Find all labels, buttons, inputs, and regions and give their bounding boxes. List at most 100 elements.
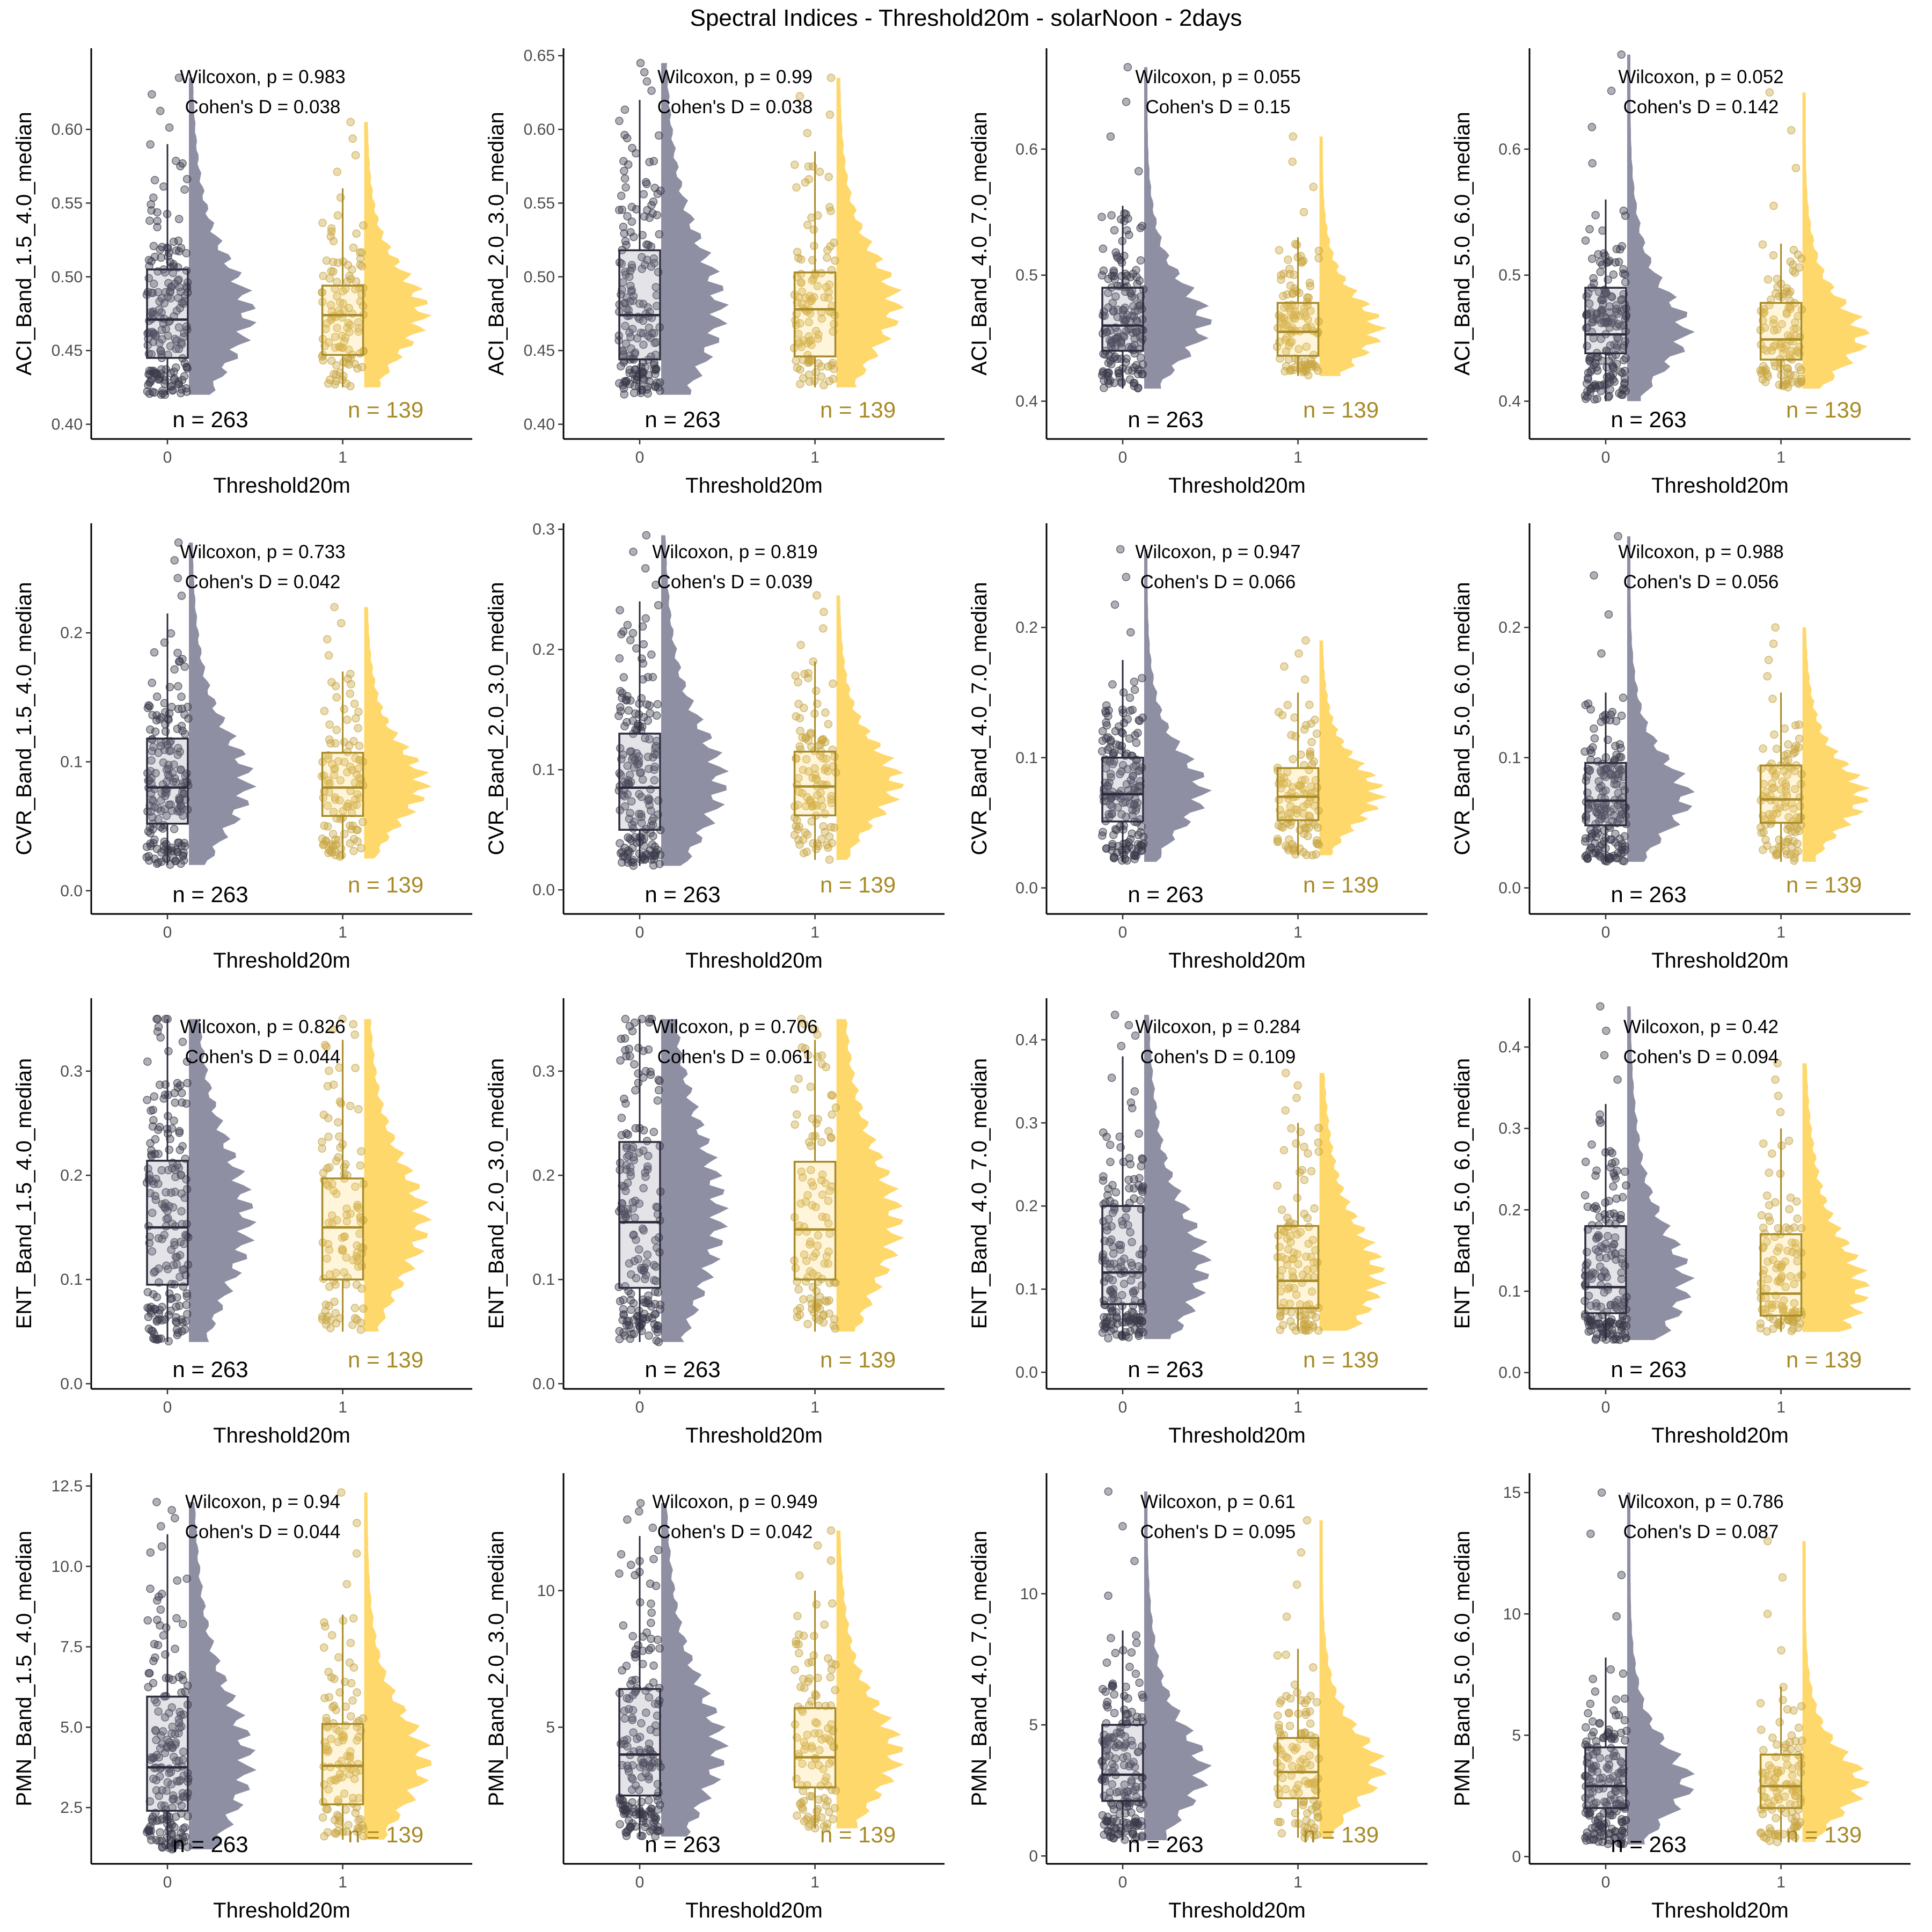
data-point [809,657,818,666]
outlier-point [177,591,186,600]
data-point [654,1805,662,1814]
data-point [647,1619,655,1627]
density-cloud [189,77,257,395]
data-point [1106,1140,1115,1150]
data-point [620,390,628,399]
x-tick-label: 1 [1293,924,1302,941]
data-point [171,1812,180,1821]
outlier-point [641,564,650,573]
outlier-point [1124,1021,1133,1030]
y-tick-label: 5.0 [60,1718,83,1736]
data-point [1612,360,1621,368]
data-point [1306,1692,1315,1700]
n-label-group-1: n = 139 [1786,872,1862,897]
data-point [791,160,799,169]
n-label-group-1: n = 139 [820,1822,896,1847]
x-axis-title: Threshold20m [213,474,350,497]
data-point [1312,1697,1321,1707]
outlier-point [1135,167,1143,175]
data-point [346,669,355,678]
data-point [1108,1181,1117,1190]
data-point [801,828,810,837]
data-point [1589,1717,1597,1726]
data-point [1759,1139,1768,1148]
data-point [631,1124,640,1133]
data-point [1606,1147,1615,1156]
x-tick-label: 0 [1118,1874,1128,1891]
data-point [628,1632,637,1641]
n-label-group-0: n = 263 [645,882,720,907]
data-point [1108,1833,1117,1842]
cohens-d-label: Cohen's D = 0.056 [1623,572,1779,592]
data-point [1587,1140,1596,1149]
data-point [643,382,652,391]
iqr-box [1276,302,1320,357]
data-point [340,705,348,714]
data-point [654,131,663,140]
y-tick-label: 0.0 [60,1375,83,1393]
data-point [1117,746,1126,755]
data-point [829,364,838,374]
data-point [153,208,162,217]
group-0 [1580,1488,1695,1848]
y-tick-label: 0.2 [532,641,555,658]
data-point [1124,842,1133,851]
data-point [616,1056,625,1065]
data-point [346,320,355,330]
data-point [353,1688,361,1697]
outlier-point [1771,623,1780,632]
data-point [1125,1663,1134,1671]
outlier-point [1130,1556,1139,1565]
data-point [182,362,191,371]
data-point [1110,1709,1119,1717]
outlier-point [826,74,836,82]
outlier-point [640,68,649,77]
data-point [1111,825,1120,833]
data-point [321,1300,331,1309]
y-tick-label: 0.1 [1498,1283,1521,1300]
x-tick-label: 0 [635,1874,645,1891]
data-point [151,727,160,736]
iqr-box [618,1141,661,1289]
data-point [1274,1711,1282,1720]
data-point [173,648,182,657]
data-point [346,1638,355,1648]
data-point [1125,1802,1133,1810]
data-point [172,1318,181,1327]
data-point [180,372,189,380]
data-point [340,830,349,838]
outlier-point [648,1524,657,1532]
n-label-group-0: n = 263 [1611,882,1686,907]
data-point [653,1096,662,1105]
data-point [334,1118,342,1127]
data-point [641,178,650,187]
outlier-point [1587,123,1597,131]
data-point [354,1105,363,1114]
data-point [331,343,340,352]
data-point [323,1805,332,1814]
data-point [1591,1171,1600,1180]
data-point [641,614,650,623]
outlier-point [323,635,332,643]
data-point [1773,275,1781,283]
data-point [149,1106,157,1114]
data-point [1108,1682,1116,1691]
y-tick-label: 0.40 [524,416,555,434]
data-point [1757,1211,1766,1220]
data-point [1758,240,1767,249]
wilcoxon-label: Wilcoxon, p = 0.61 [1140,1491,1296,1512]
data-point [1110,748,1118,757]
data-point [177,859,185,868]
data-point [164,847,173,855]
data-point [1759,744,1767,753]
group-1 [791,1526,904,1833]
data-point [1314,254,1323,262]
data-point [1305,700,1314,709]
data-point [173,1079,182,1087]
data-point [828,1599,837,1608]
data-point [626,1296,635,1305]
data-point [173,1576,181,1585]
data-point [623,134,632,143]
data-point [358,817,367,826]
density-cloud [836,595,904,860]
